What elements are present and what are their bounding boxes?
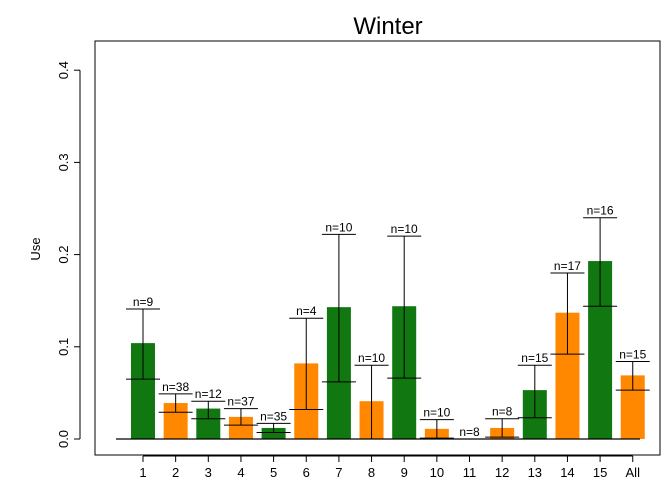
x-tick-label: 12 — [495, 465, 509, 480]
x-tick-label: 10 — [430, 465, 444, 480]
n-label: n=10 — [325, 220, 352, 234]
n-label: n=15 — [619, 348, 646, 362]
n-label: n=38 — [162, 380, 189, 394]
n-label: n=10 — [423, 406, 450, 420]
y-tick-label: 0.2 — [56, 246, 71, 264]
n-label: n=16 — [587, 204, 614, 218]
bar — [261, 427, 286, 439]
n-label: n=9 — [133, 295, 154, 309]
n-label: n=8 — [492, 405, 513, 419]
x-tick-label: 6 — [303, 465, 310, 480]
y-axis: 0.0 0.1 0.2 0.3 0.4 — [56, 61, 81, 448]
chart-title: Winter — [353, 13, 422, 40]
x-tick-label: 5 — [270, 465, 277, 480]
x-tick-label: 14 — [560, 465, 574, 480]
n-label: n=35 — [260, 409, 287, 423]
x-tick-label: 11 — [463, 465, 477, 480]
x-tick-label: 2 — [172, 465, 179, 480]
x-axis: 1 2 3 4 5 6 7 8 9 10 11 12 13 14 15 All — [139, 455, 641, 480]
x-tick-label: All — [626, 465, 641, 480]
n-label: n=15 — [521, 351, 548, 365]
n-label: n=10 — [358, 351, 385, 365]
n-label: n=37 — [227, 395, 254, 409]
y-tick-label: 0.4 — [56, 61, 71, 79]
x-tick-label: 15 — [593, 465, 607, 480]
x-tick-label: 9 — [401, 465, 408, 480]
y-tick-label: 0.1 — [56, 338, 71, 356]
n-label: n=17 — [554, 259, 581, 273]
n-label: n=8 — [459, 425, 480, 439]
y-axis-label: Use — [28, 237, 43, 260]
n-label: n=4 — [296, 304, 317, 318]
x-tick-label: 1 — [139, 465, 146, 480]
x-tick-label: 4 — [237, 465, 244, 480]
bars: n=9 n=38 n=12 n=37 n=35 n=4 n=10 n=10 n=10 n=10 n=… — [126, 204, 650, 440]
n-label: n=10 — [391, 222, 418, 236]
y-tick-label: 0.3 — [56, 153, 71, 171]
x-tick-label: 8 — [368, 465, 375, 480]
x-tick-label: 3 — [205, 465, 212, 480]
y-tick-label: 0.0 — [56, 430, 71, 448]
x-tick-label: 13 — [528, 465, 542, 480]
n-label: n=12 — [195, 387, 222, 401]
x-tick-label: 7 — [335, 465, 342, 480]
bar — [228, 416, 253, 439]
plot-frame — [94, 40, 661, 456]
